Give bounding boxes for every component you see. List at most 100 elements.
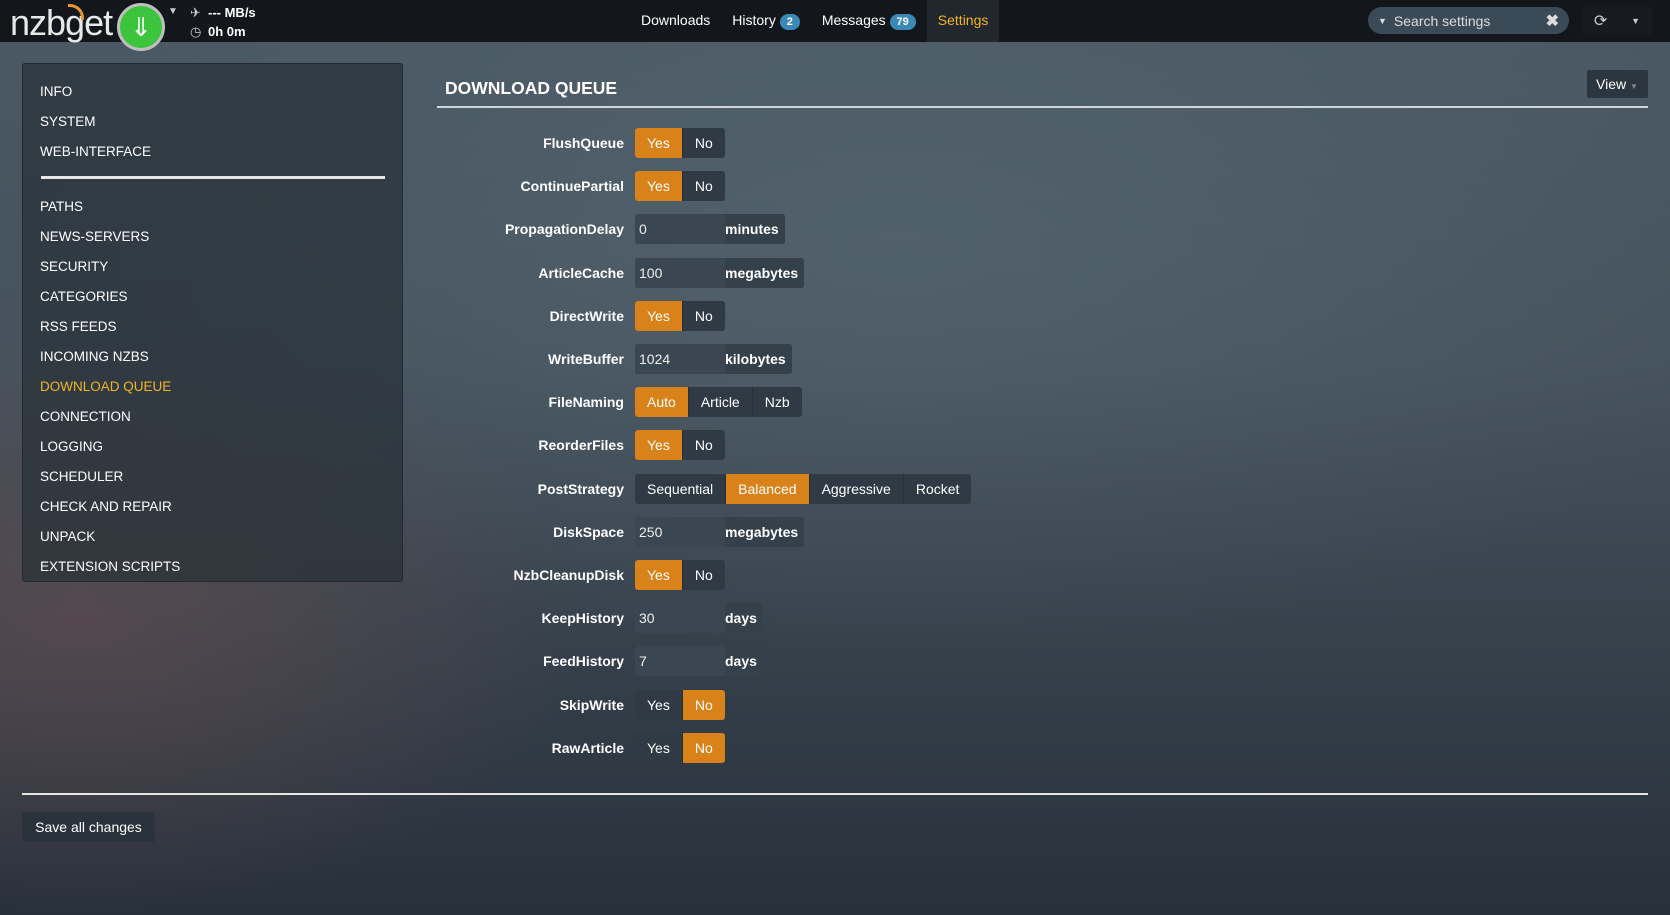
option-auto[interactable]: Auto bbox=[635, 387, 688, 418]
feedhistory-input[interactable]: 7 bbox=[635, 646, 725, 677]
option-group: Auto Article Nzb bbox=[635, 387, 802, 418]
input-group: 250 megabytes bbox=[635, 516, 805, 547]
sidebar-item-logging[interactable]: LOGGING bbox=[40, 439, 104, 454]
nav-downloads[interactable]: Downloads bbox=[630, 0, 721, 42]
option-yes[interactable]: Yes bbox=[635, 430, 682, 461]
option-nzb[interactable]: Nzb bbox=[751, 387, 802, 418]
setting-label: DiskSpace bbox=[553, 523, 624, 540]
sidebar-item-security[interactable]: SECURITY bbox=[40, 259, 109, 274]
nav-history[interactable]: History 2 bbox=[721, 0, 811, 42]
setting-label: NzbCleanupDisk bbox=[513, 567, 624, 583]
setting-row: PropagationDelay 0 minutes bbox=[437, 214, 785, 245]
nav-label: History bbox=[732, 12, 776, 28]
option-no[interactable]: No bbox=[681, 128, 725, 158]
footer-divider bbox=[22, 793, 1648, 795]
setting-row: ReorderFiles Yes No bbox=[437, 430, 725, 461]
view-button[interactable]: View ▼ bbox=[1587, 70, 1648, 98]
save-all-button[interactable]: Save all changes bbox=[22, 812, 155, 842]
section-title: DOWNLOAD QUEUE bbox=[445, 78, 618, 98]
setting-label: PropagationDelay bbox=[504, 221, 624, 238]
sidebar-item-system[interactable]: SYSTEM bbox=[40, 114, 96, 129]
option-yes[interactable]: Yes bbox=[647, 696, 670, 713]
nav-label: Messages bbox=[821, 12, 886, 28]
keephistory-input[interactable]: 30 bbox=[635, 603, 725, 634]
option-no[interactable]: No bbox=[681, 560, 725, 590]
option-no[interactable]: No bbox=[681, 300, 725, 331]
option-yes[interactable]: Yes bbox=[635, 128, 682, 158]
nav-settings[interactable]: Settings bbox=[926, 0, 1000, 42]
setting-row: ArticleCache 100 megabytes bbox=[437, 257, 805, 288]
option-aggressive[interactable]: Aggressive bbox=[808, 473, 903, 504]
option-yes[interactable]: Yes bbox=[635, 560, 682, 590]
sidebar-item-scheduler[interactable]: SCHEDULER bbox=[40, 469, 124, 484]
unit-label: days bbox=[725, 603, 763, 634]
diskspace-input[interactable]: 250 bbox=[635, 516, 725, 547]
sidebar-item-info[interactable]: INFO bbox=[40, 84, 73, 99]
speed-value: --- MB/s bbox=[208, 5, 256, 20]
writebuffer-input[interactable]: 1024 bbox=[635, 344, 725, 374]
sidebar-item-unpack[interactable]: UNPACK bbox=[40, 529, 96, 544]
setting-row: FileNaming Auto Article Nzb bbox=[437, 387, 802, 418]
sidebar-item-paths[interactable]: PATHS bbox=[40, 199, 84, 214]
search-placeholder: Search settings bbox=[1393, 12, 1491, 29]
option-sequential[interactable]: Sequential bbox=[647, 480, 714, 497]
caret-down-icon: ▼ bbox=[1629, 82, 1638, 91]
setting-label: DirectWrite bbox=[549, 307, 624, 324]
option-yes[interactable]: Yes bbox=[647, 739, 670, 756]
setting-row: SkipWrite Yes No bbox=[437, 689, 725, 720]
sidebar-item-extension-scripts[interactable]: EXTENSION SCRIPTS bbox=[40, 559, 181, 574]
setting-label: SkipWrite bbox=[559, 696, 624, 713]
option-no[interactable]: No bbox=[681, 430, 725, 461]
option-group: Yes No bbox=[635, 128, 725, 158]
download-arrow-icon: ⇓ bbox=[130, 11, 152, 42]
sidebar-item-news-servers[interactable]: NEWS-SERVERS bbox=[40, 229, 150, 244]
main-menu: Downloads History 2 Messages 79 Settings bbox=[630, 0, 1000, 42]
chevron-down-icon[interactable]: ▼ bbox=[168, 6, 178, 17]
sidebar-item-download-queue[interactable]: DOWNLOAD QUEUE bbox=[40, 379, 172, 394]
nav-messages[interactable]: Messages 79 bbox=[811, 0, 927, 42]
setting-label: RawArticle bbox=[551, 739, 624, 756]
nav-label: Settings bbox=[937, 12, 989, 28]
sidebar-item-incoming-nzbs[interactable]: INCOMING NZBS bbox=[40, 349, 149, 364]
clear-icon[interactable]: ✖ bbox=[1545, 12, 1559, 30]
settings-sidebar: INFO SYSTEM WEB-INTERFACE PATHS NEWS-SERVERS… bbox=[22, 63, 403, 582]
option-yes[interactable]: Yes bbox=[635, 171, 682, 202]
option-group: Yes No bbox=[635, 300, 725, 331]
sidebar-item-connection[interactable]: CONNECTION bbox=[40, 409, 131, 424]
view-label: View bbox=[1596, 76, 1627, 92]
sidebar-item-categories[interactable]: CATEGORIES bbox=[40, 289, 128, 304]
setting-row: FlushQueue Yes No bbox=[437, 128, 725, 158]
option-yes[interactable]: Yes bbox=[635, 300, 682, 331]
sidebar-item-check-and-repair[interactable]: CHECK AND REPAIR bbox=[40, 499, 172, 514]
input-group: 0 minutes bbox=[635, 214, 785, 245]
articlecache-input[interactable]: 100 bbox=[635, 257, 725, 288]
unit-label: minutes bbox=[725, 214, 785, 245]
setting-label: FeedHistory bbox=[543, 653, 624, 670]
option-rocket[interactable]: Rocket bbox=[902, 473, 972, 504]
logo-signal-icon bbox=[68, 4, 84, 20]
setting-row: DiskSpace 250 megabytes bbox=[437, 516, 805, 547]
setting-label: KeepHistory bbox=[541, 610, 624, 627]
setting-row: ContinuePartial Yes No bbox=[437, 171, 725, 202]
pause-resume-button[interactable]: ⇓ bbox=[117, 3, 165, 51]
top-navbar: nzbget ⇓ ▼ ✈ --- MB/s ◷ 0h 0m Downloads His… bbox=[0, 0, 1670, 51]
clock-icon: ◷ bbox=[190, 24, 202, 39]
count-badge: 2 bbox=[779, 14, 800, 30]
chevron-down-icon[interactable]: ▼ bbox=[1631, 16, 1641, 26]
logo[interactable]: nzbget bbox=[10, 2, 113, 43]
option-group: Yes No bbox=[635, 171, 725, 202]
sidebar-item-web-interface[interactable]: WEB-INTERFACE bbox=[40, 144, 152, 159]
propagationdelay-input[interactable]: 0 bbox=[635, 214, 725, 245]
option-no[interactable]: No bbox=[681, 732, 725, 763]
option-no[interactable]: No bbox=[681, 689, 725, 720]
speed-status: ✈ --- MB/s ◷ 0h 0m bbox=[190, 3, 256, 41]
caret-down-icon[interactable]: ▼ bbox=[1378, 15, 1387, 26]
option-balanced[interactable]: Balanced bbox=[725, 473, 809, 504]
sidebar-item-rss-feeds[interactable]: RSS FEEDS bbox=[40, 319, 117, 334]
refresh-icon[interactable]: ⟳ bbox=[1593, 13, 1608, 30]
unit-label: days bbox=[725, 646, 763, 677]
option-no[interactable]: No bbox=[681, 171, 725, 202]
search-input[interactable]: ▼ Search settings ✖ bbox=[1368, 7, 1569, 34]
input-group: 30 days bbox=[635, 603, 763, 634]
option-article[interactable]: Article bbox=[687, 387, 752, 418]
